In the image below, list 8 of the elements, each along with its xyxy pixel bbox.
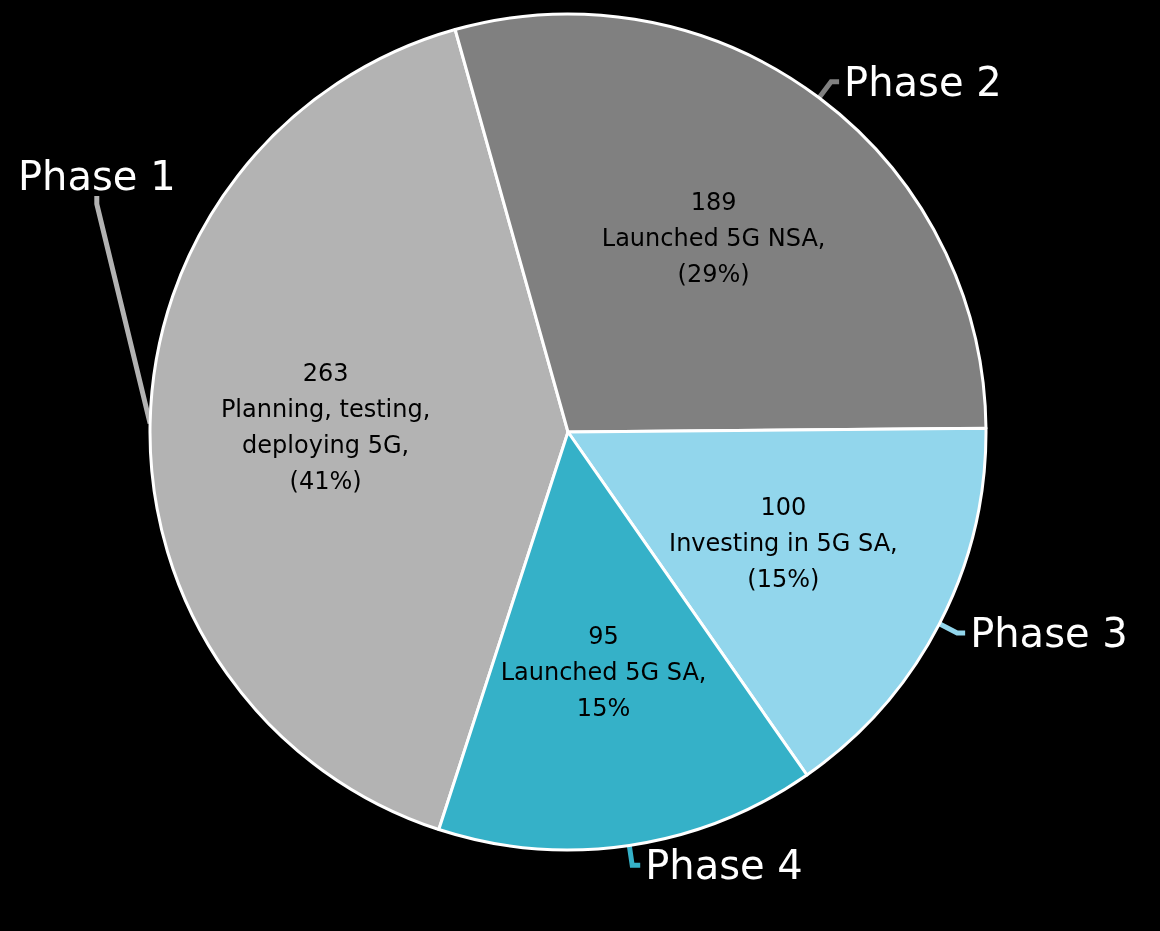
data-label: 189 Launched 5G NSA, (29%) bbox=[601, 188, 826, 289]
data-label: 263 Planning, testing, deploying 5G, (41%) bbox=[220, 359, 431, 496]
slice-label: Phase 2 bbox=[844, 58, 1002, 105]
slice-label: Phase 1 bbox=[18, 153, 176, 199]
data-label: 95 Launched 5G SA, 15% bbox=[500, 621, 707, 722]
slice-label: Phase 4 bbox=[645, 842, 803, 889]
data-label: 100 Investing in 5G SA, (15%) bbox=[669, 493, 898, 594]
slice-label: Phase 3 bbox=[970, 610, 1128, 657]
